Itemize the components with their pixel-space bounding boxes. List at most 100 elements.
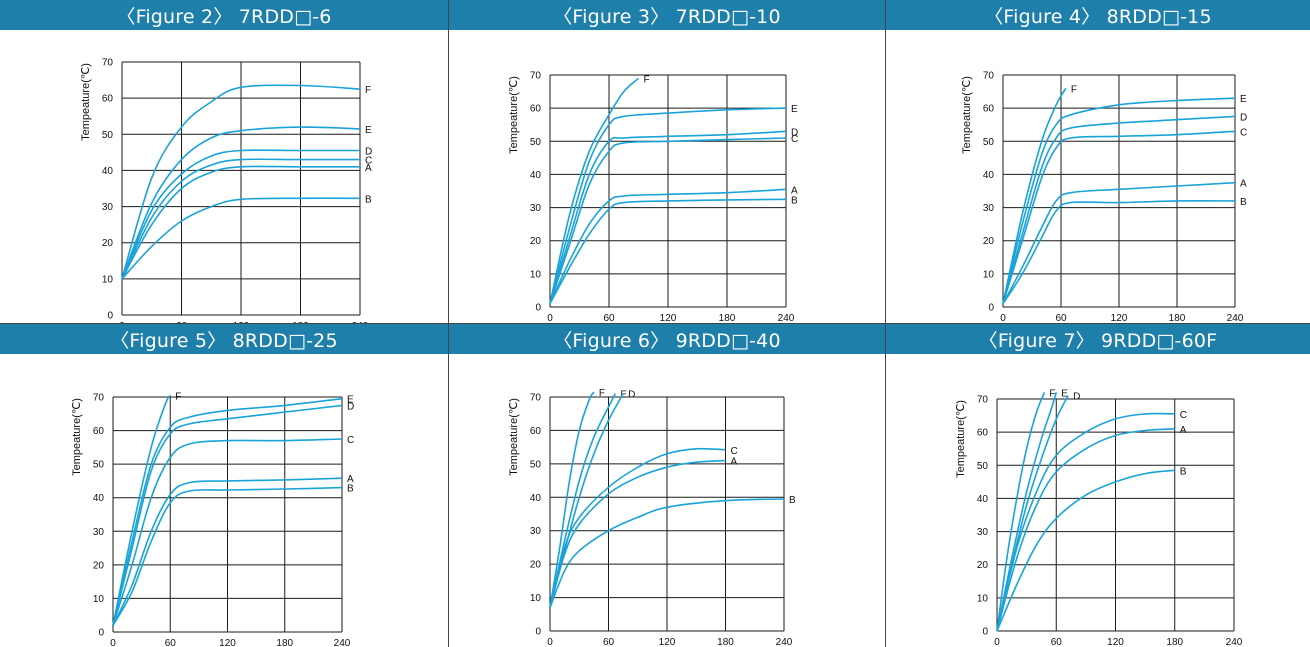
y-tick-label: 40: [93, 493, 105, 504]
divider-horizontal: [0, 323, 1310, 324]
y-tick-label: 0: [535, 627, 541, 638]
series-label-f: F: [1071, 84, 1077, 95]
y-tick-label: 40: [530, 170, 542, 181]
grid: [112, 396, 343, 633]
series-line-c: [112, 438, 343, 626]
x-tick-label: 120: [1111, 313, 1128, 323]
series-line-e: [121, 126, 361, 280]
x-tick-label: 120: [233, 321, 250, 323]
grid: [121, 61, 361, 316]
y-tick-label: 0: [98, 628, 104, 639]
y-tick-label: 50: [530, 137, 542, 148]
y-tick-label: 10: [530, 593, 542, 604]
figure-4-panel: 〈Figure 4〉 8RDD□-15 0 10 20 30 40 50 60 70 0 60 12…: [886, 0, 1310, 323]
series-label-e: E: [791, 104, 798, 115]
series-line-b: [549, 198, 787, 305]
y-tick-label: 10: [983, 269, 995, 280]
series-label-b: B: [1240, 197, 1247, 208]
series-label-b: B: [347, 484, 354, 495]
figure-5-panel: 〈Figure 5〉 8RDD□-25 0 10 20 30 40 50 60 70 0 60 12…: [0, 324, 448, 647]
y-tick-label: 40: [530, 493, 542, 504]
x-tick-label: 60: [1051, 637, 1063, 647]
series-line-c: [549, 447, 726, 608]
series-line-f: [112, 394, 171, 626]
figure-6-chart: 010203040506070060120180240Operating Tim…: [508, 388, 796, 647]
series-label-a: A: [731, 457, 738, 468]
x-tick-label: 60: [1055, 313, 1067, 323]
y-tick-label: 0: [982, 627, 988, 638]
series-label-d: D: [347, 401, 354, 412]
series-label-a: A: [1240, 179, 1247, 190]
figure-6-title: 〈Figure 6〉 9RDD□-40: [449, 324, 885, 354]
x-tick-label: 180: [717, 637, 734, 647]
y-tick-label: 20: [530, 236, 542, 247]
series-line-d: [549, 393, 624, 608]
figure-3-title: 〈Figure 3〉 7RDD□-10: [449, 0, 885, 30]
series-line-f: [549, 391, 595, 608]
series-label-f: F: [599, 388, 605, 399]
series-line-c: [549, 137, 787, 304]
x-tick-label: 180: [276, 638, 293, 647]
series-line-b: [121, 197, 361, 280]
series-label-f: F: [644, 74, 650, 85]
series-line-f: [121, 84, 361, 280]
x-tick-label: 0: [994, 637, 1000, 647]
y-tick-label: 60: [983, 104, 995, 115]
series-line-d: [112, 404, 343, 626]
x-tick-label: 240: [776, 637, 793, 647]
y-tick-label: 30: [93, 527, 105, 538]
x-tick-label: 240: [334, 638, 351, 647]
x-tick-label: 180: [719, 313, 736, 323]
y-tick-label: 10: [93, 594, 105, 605]
series-line-e: [112, 397, 343, 626]
x-tick-label: 180: [292, 321, 309, 323]
y-tick-label: 50: [977, 461, 989, 472]
series-line-d: [121, 149, 360, 280]
y-tick-label: 70: [983, 71, 995, 82]
y-tick-label: 40: [977, 494, 989, 505]
figure-2-chart: 010203040506070060120180240Operating Tim…: [80, 58, 372, 324]
series-label-e: E: [365, 125, 372, 136]
x-tick-label: 0: [547, 313, 553, 323]
series-label-b: B: [791, 195, 798, 206]
figure-7-chart: 010203040506070060120180240Operating Tim…: [955, 388, 1243, 647]
x-tick-label: 0: [1000, 313, 1006, 323]
series-label-e: E: [347, 395, 354, 406]
y-tick-label: 40: [102, 166, 114, 177]
y-tick-label: 70: [102, 58, 114, 69]
y-tick-label: 60: [93, 426, 105, 437]
y-tick-label: 60: [102, 94, 114, 105]
y-axis-label: Tempeature(℃): [508, 398, 520, 476]
x-tick-label: 0: [119, 321, 125, 323]
series-line-b: [549, 498, 785, 608]
y-tick-label: 40: [983, 170, 995, 181]
series-line-a: [121, 165, 361, 280]
series-line-e: [549, 393, 617, 608]
y-tick-label: 30: [983, 203, 995, 214]
series-label-a: A: [347, 474, 354, 485]
x-tick-label: 180: [1166, 637, 1183, 647]
y-axis-label: Tempeature(℃): [71, 398, 83, 476]
series-label-d: D: [628, 390, 635, 401]
figure-3-panel: 〈Figure 3〉 7RDD□-10 0 10 20 30 40 50 60 70 0 60 12…: [449, 0, 885, 323]
x-tick-label: 180: [1169, 313, 1186, 323]
y-tick-label: 0: [107, 311, 113, 322]
series-line-c: [996, 412, 1175, 632]
series-label-a: A: [1180, 425, 1187, 436]
x-tick-label: 240: [352, 321, 369, 323]
figure-7-panel: 〈Figure 7〉 9RDD□-60F 0 10 20 30 40 50 60 70 0 60 1…: [886, 324, 1310, 647]
y-tick-label: 20: [93, 560, 105, 571]
series-line-e: [996, 392, 1058, 632]
series-label-d: D: [1240, 112, 1247, 123]
y-tick-label: 50: [102, 130, 114, 141]
series-line-b: [1002, 200, 1236, 305]
series-line-a: [549, 459, 726, 608]
series-label-a: A: [365, 163, 372, 174]
y-tick-label: 20: [102, 238, 114, 249]
x-tick-label: 120: [1107, 637, 1124, 647]
y-tick-label: 70: [93, 393, 105, 404]
series-label-f: F: [175, 391, 181, 402]
series-line-e: [1002, 97, 1236, 304]
series-line-d: [549, 130, 787, 304]
